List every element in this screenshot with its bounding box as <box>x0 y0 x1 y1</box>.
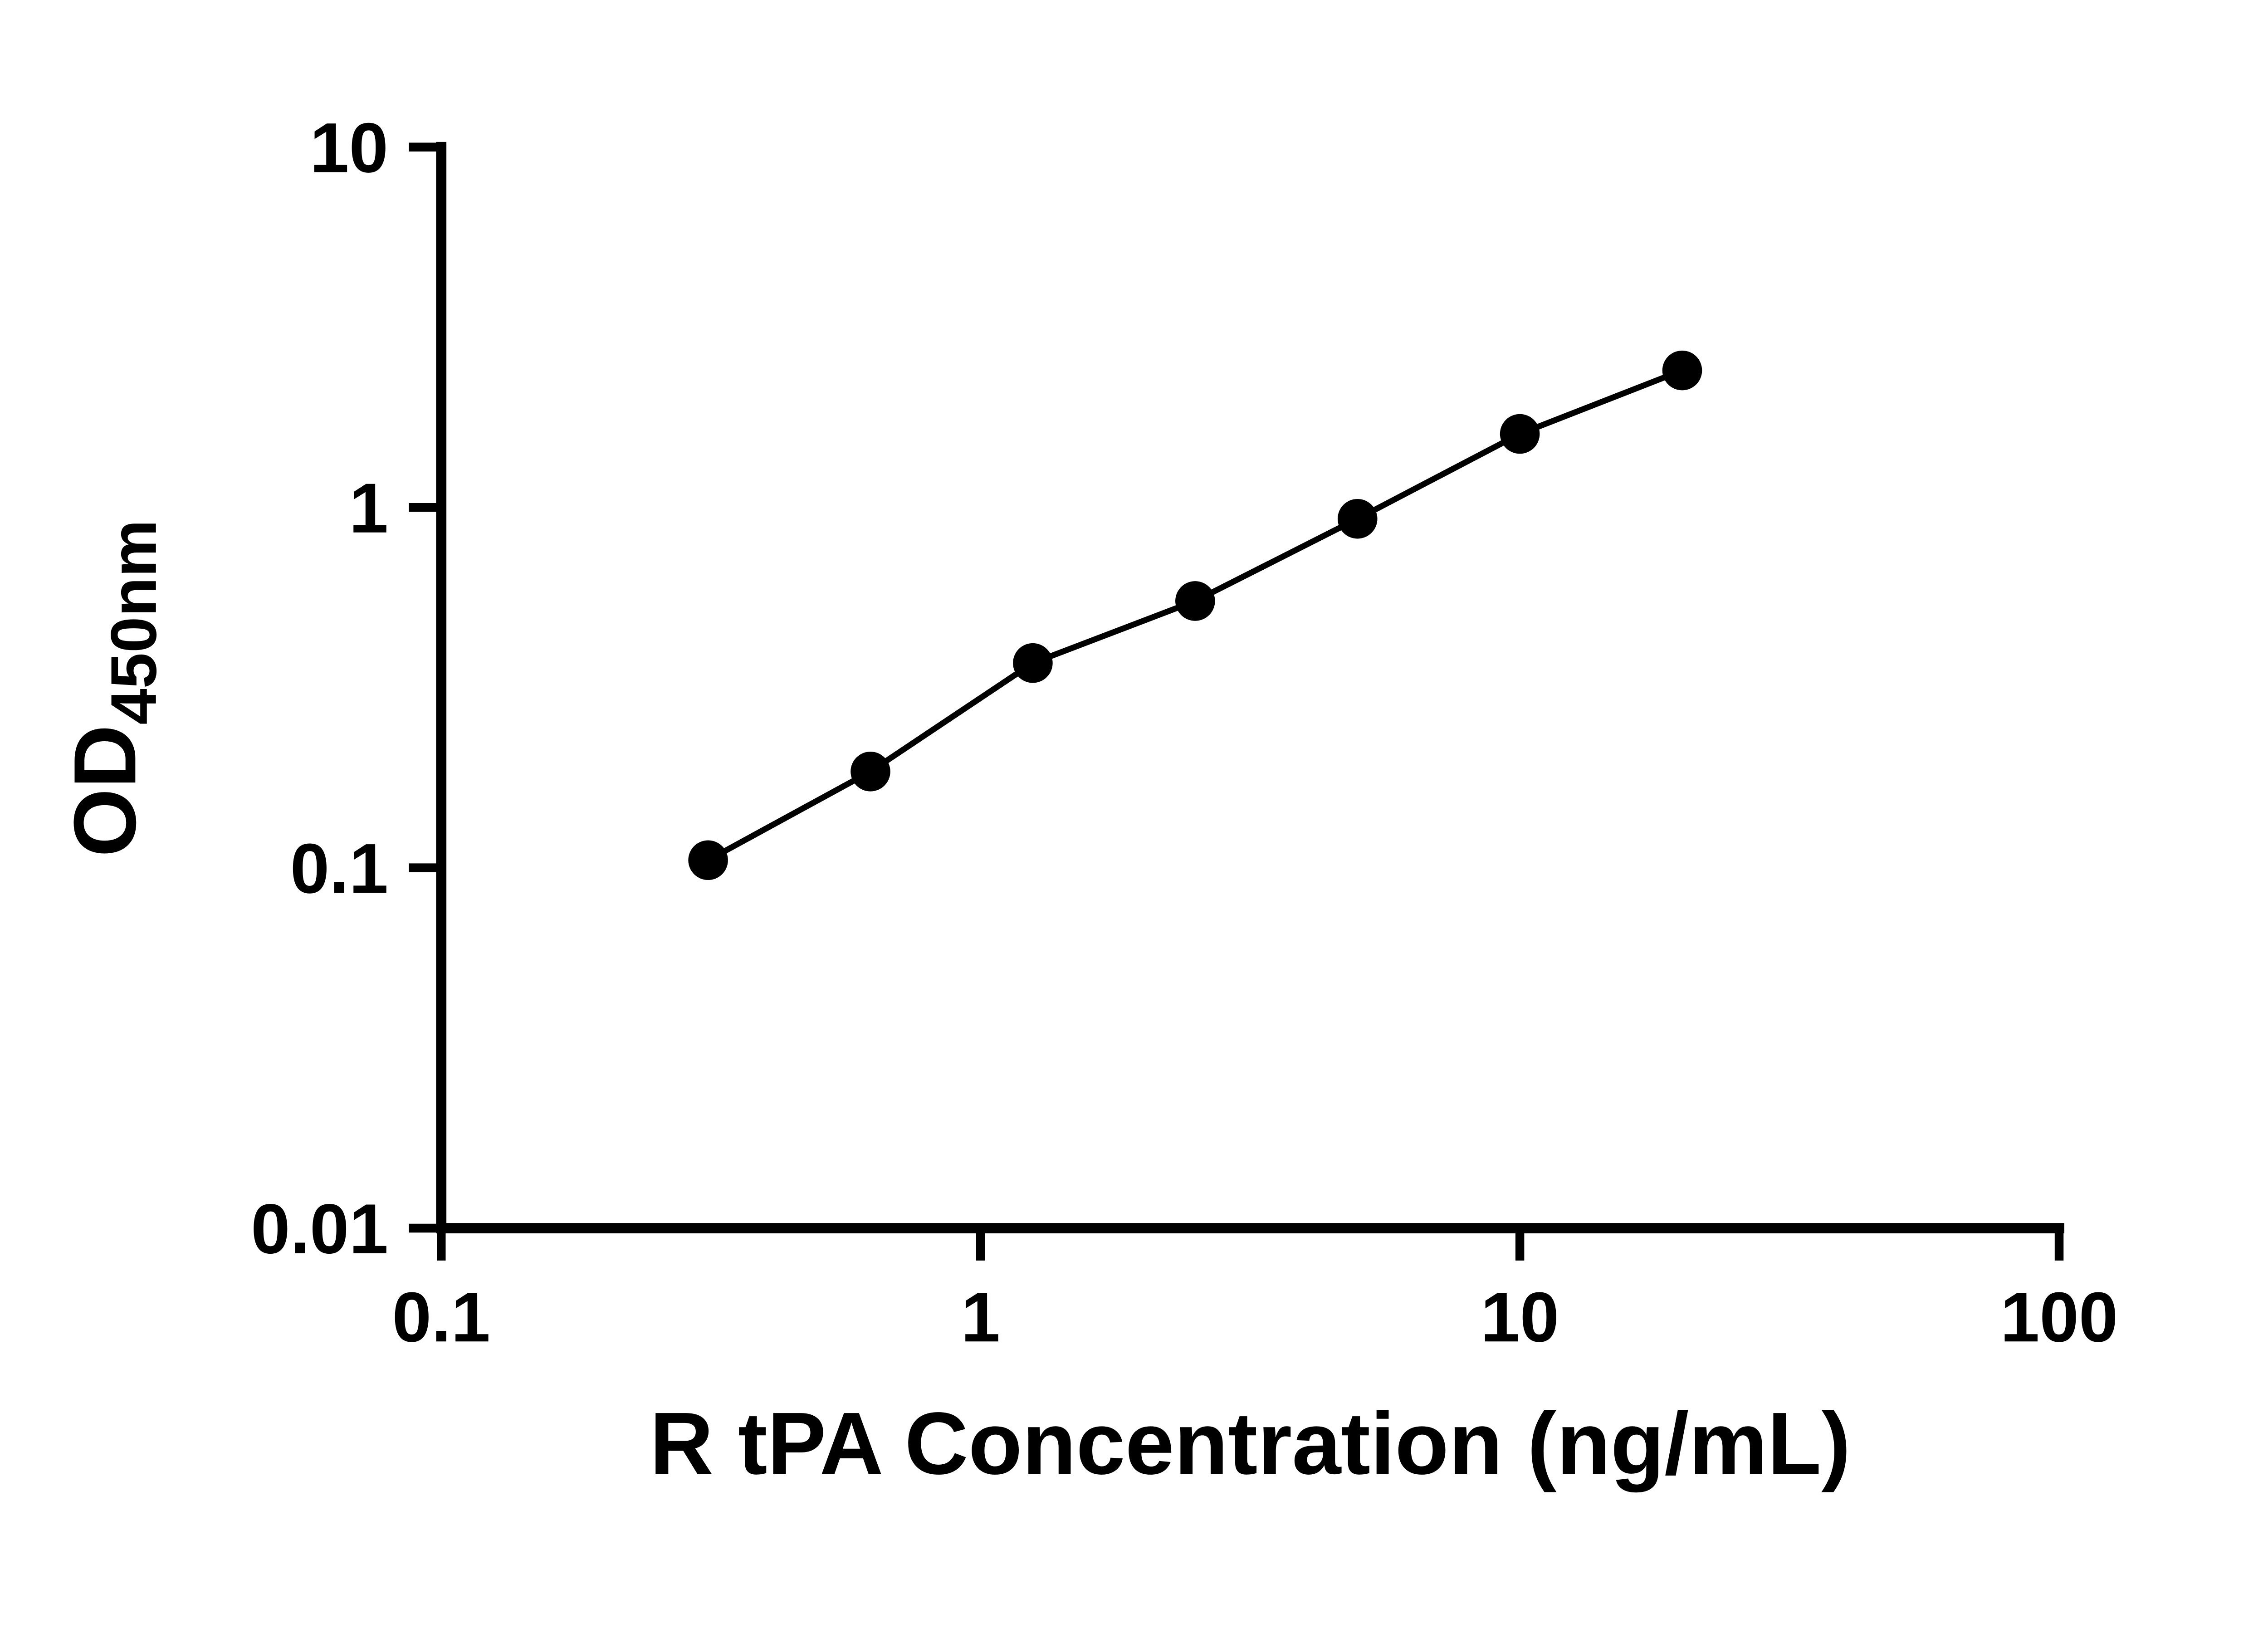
y-tick-label: 10 <box>310 108 388 187</box>
data-point <box>1500 414 1540 454</box>
x-tick-label: 1 <box>961 1277 1000 1356</box>
y-axis-title: OD450nm <box>56 520 170 857</box>
x-tick-label: 10 <box>1481 1277 1559 1356</box>
x-axis: 0.1 1 10 100 <box>392 1223 2118 1356</box>
y-tick-label: 1 <box>349 469 388 548</box>
data-point <box>1662 350 1702 391</box>
data-point <box>1175 581 1215 621</box>
data-point <box>850 752 890 792</box>
x-axis-title: R tPA Concentration (ng/mL) <box>650 1394 1851 1493</box>
y-axis-title-main: OD <box>56 725 154 857</box>
x-tick-label: 100 <box>2000 1277 2118 1356</box>
y-tick-label: 0.1 <box>290 829 388 908</box>
y-tick-label: 0.01 <box>251 1189 388 1268</box>
y-axis: 0.01 0.1 1 10 <box>251 108 447 1268</box>
data-point <box>1337 499 1378 539</box>
x-tick-label: 0.1 <box>392 1277 490 1356</box>
data-point <box>1013 643 1053 683</box>
y-axis-title-sub: 450nm <box>98 520 170 725</box>
data-series <box>688 350 1702 880</box>
elisa-standard-curve-figure: 0.1 1 10 100 0.01 0.1 1 10 R tPA Concentration… <box>56 108 2118 1493</box>
data-point <box>688 840 728 880</box>
